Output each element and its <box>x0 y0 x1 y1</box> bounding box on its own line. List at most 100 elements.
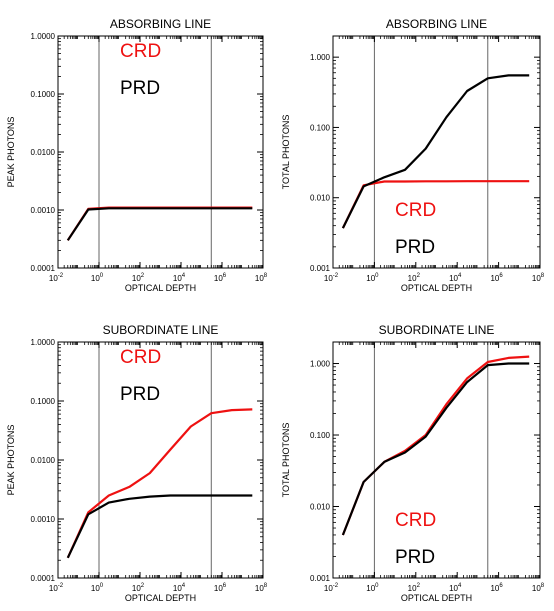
x-tick-label: 108 <box>255 583 268 593</box>
x-tick-exponent: 6 <box>499 273 503 279</box>
legend-entry-crd: CRD <box>120 347 161 368</box>
x-tick-base: 10 <box>490 274 499 283</box>
y-tick-label: 0.100 <box>310 431 331 440</box>
x-tick-base: 10 <box>408 584 417 593</box>
x-tick-exponent: 0 <box>375 273 379 279</box>
panel-title: SUBORDINATE LINE <box>379 323 495 337</box>
y-tick-label: 0.0001 <box>31 574 56 583</box>
x-tick-base: 10 <box>255 584 264 593</box>
series-line-prd <box>341 362 530 536</box>
y-tick-label: 0.001 <box>310 264 331 273</box>
legend-entry-prd: PRD <box>395 547 435 568</box>
x-tick-label: 100 <box>91 583 104 593</box>
x-tick-label: 108 <box>532 583 545 593</box>
x-tick-exponent: 2 <box>417 583 421 589</box>
y-axis-label: PEAK PHOTONS <box>6 117 16 188</box>
series-line-crd <box>341 180 530 229</box>
x-tick-base: 10 <box>173 274 182 283</box>
x-axis-label: OPTICAL DEPTH <box>125 593 196 603</box>
x-tick-exponent: 4 <box>458 583 462 589</box>
series-line-prd <box>66 494 253 559</box>
x-tick-base: 10 <box>449 584 458 593</box>
legend-entry-crd: CRD <box>395 510 436 531</box>
y-tick-label: 0.100 <box>310 123 331 132</box>
x-tick-exponent: -2 <box>58 273 64 279</box>
x-tick-exponent: 8 <box>264 273 268 279</box>
series-line-prd <box>66 207 253 241</box>
x-tick-base: 10 <box>408 274 417 283</box>
x-tick-base: 10 <box>324 584 333 593</box>
legend-entry-prd: PRD <box>395 237 435 258</box>
x-tick-exponent: 2 <box>141 583 145 589</box>
x-tick-label: 106 <box>490 273 503 283</box>
y-tick-label: 0.0001 <box>31 264 56 273</box>
x-tick-base: 10 <box>132 274 141 283</box>
legend-entry-crd: CRD <box>120 41 161 62</box>
y-axis-label: PEAK PHOTONS <box>6 425 16 496</box>
x-tick-exponent: 8 <box>541 273 545 279</box>
x-tick-label: 10-2 <box>324 273 339 283</box>
x-tick-label: 102 <box>132 583 145 593</box>
y-axis-label: TOTAL PHOTONS <box>281 115 291 190</box>
y-tick-label: 0.1000 <box>31 397 56 406</box>
series-line-crd <box>66 206 253 241</box>
x-tick-base: 10 <box>49 274 58 283</box>
y-tick-label: 0.0100 <box>31 148 56 157</box>
x-tick-label: 10-2 <box>324 583 339 593</box>
series-line-crd <box>66 408 253 559</box>
x-tick-base: 10 <box>449 274 458 283</box>
x-tick-exponent: 4 <box>458 273 462 279</box>
x-tick-base: 10 <box>214 584 223 593</box>
x-tick-base: 10 <box>366 584 375 593</box>
x-tick-base: 10 <box>532 274 541 283</box>
x-tick-exponent: 8 <box>264 583 268 589</box>
x-tick-base: 10 <box>49 584 58 593</box>
x-tick-base: 10 <box>324 274 333 283</box>
legend-entry-prd: PRD <box>120 78 160 99</box>
x-tick-base: 10 <box>214 274 223 283</box>
x-tick-base: 10 <box>490 584 499 593</box>
x-tick-base: 10 <box>255 274 264 283</box>
legend-entry-prd: PRD <box>120 384 160 405</box>
y-tick-label: 0.001 <box>310 574 331 583</box>
x-tick-exponent: -2 <box>58 583 64 589</box>
x-tick-label: 108 <box>532 273 545 283</box>
x-tick-label: 104 <box>173 583 186 593</box>
x-tick-exponent: 6 <box>223 273 227 279</box>
y-tick-label: 0.010 <box>310 503 331 512</box>
x-tick-label: 100 <box>366 583 379 593</box>
x-tick-exponent: -2 <box>333 583 339 589</box>
y-axis-label: TOTAL PHOTONS <box>281 423 291 498</box>
plot-frame <box>332 35 541 269</box>
x-tick-label: 100 <box>366 273 379 283</box>
panel-title: ABSORBING LINE <box>110 17 211 31</box>
x-axis-label: OPTICAL DEPTH <box>401 283 472 293</box>
x-tick-label: 106 <box>490 583 503 593</box>
x-tick-base: 10 <box>91 274 100 283</box>
x-tick-label: 104 <box>173 273 186 283</box>
y-tick-label: 0.0100 <box>31 456 56 465</box>
x-tick-exponent: 4 <box>182 583 186 589</box>
y-tick-label: 0.0010 <box>31 515 56 524</box>
x-tick-label: 102 <box>408 273 421 283</box>
x-tick-label: 106 <box>214 273 227 283</box>
panel-title: ABSORBING LINE <box>386 17 487 31</box>
x-tick-base: 10 <box>173 584 182 593</box>
x-tick-label: 10-2 <box>49 273 64 283</box>
y-tick-label: 0.0010 <box>31 206 56 215</box>
x-tick-exponent: 6 <box>223 583 227 589</box>
y-tick-label: 1.0000 <box>31 32 56 41</box>
x-tick-exponent: 4 <box>182 273 186 279</box>
x-tick-exponent: 2 <box>141 273 145 279</box>
x-tick-base: 10 <box>91 584 100 593</box>
x-tick-label: 106 <box>214 583 227 593</box>
x-tick-label: 104 <box>449 583 462 593</box>
x-tick-exponent: 0 <box>375 583 379 589</box>
plot-frame <box>332 341 541 579</box>
x-tick-label: 102 <box>408 583 421 593</box>
x-tick-exponent: 0 <box>100 583 104 589</box>
